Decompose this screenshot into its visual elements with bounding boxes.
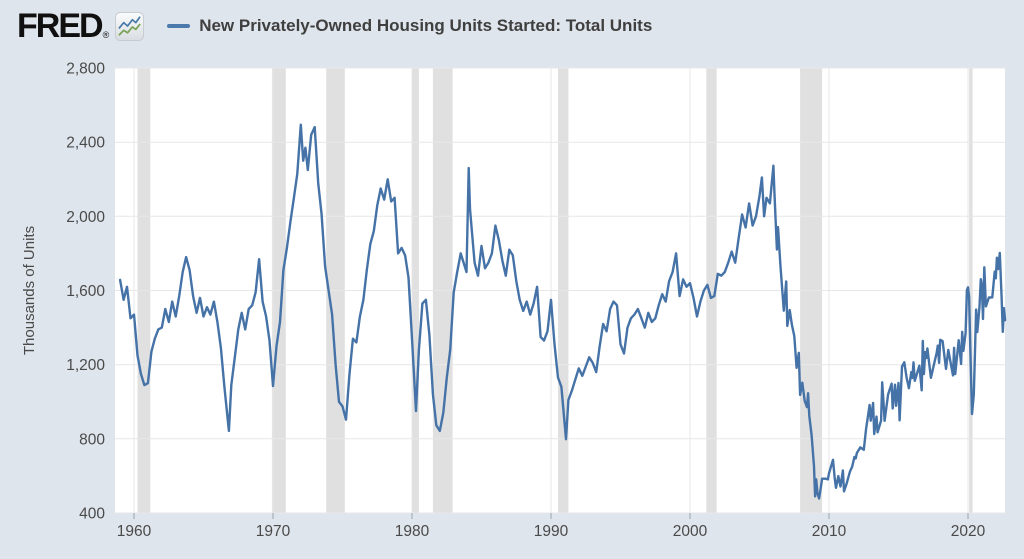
registered-trademark-symbol: ® (102, 30, 110, 40)
y-tick-label: 2,800 (66, 61, 105, 78)
chart-header: FRED ® New Privately-Owned Housing Units… (0, 0, 1024, 52)
x-tick-label: 1990 (534, 523, 569, 540)
y-tick-label: 2,000 (66, 209, 105, 226)
fred-logo-link[interactable]: FRED ® (17, 7, 145, 45)
y-tick-label: 1,200 (66, 357, 105, 374)
sparkline-graph-icon (115, 11, 145, 41)
series-title: New Privately-Owned Housing Units Starte… (199, 16, 653, 35)
housing-starts-line (118, 123, 1007, 500)
y-tick-label: 1,600 (66, 283, 105, 300)
x-tick-label: 2020 (951, 523, 986, 540)
y-tick-label: 800 (79, 431, 105, 448)
x-tick-label: 1970 (256, 523, 291, 540)
y-tick-label: 2,400 (66, 135, 105, 152)
x-tick-label: 2010 (812, 523, 847, 540)
x-tick-label: 1960 (117, 523, 152, 540)
fred-logo-text: FRED (17, 7, 104, 45)
y-tick-label: 400 (79, 506, 105, 523)
x-tick-label: 1980 (395, 523, 430, 540)
legend-line-marker (167, 24, 191, 28)
x-tick-label: 2000 (673, 523, 708, 540)
